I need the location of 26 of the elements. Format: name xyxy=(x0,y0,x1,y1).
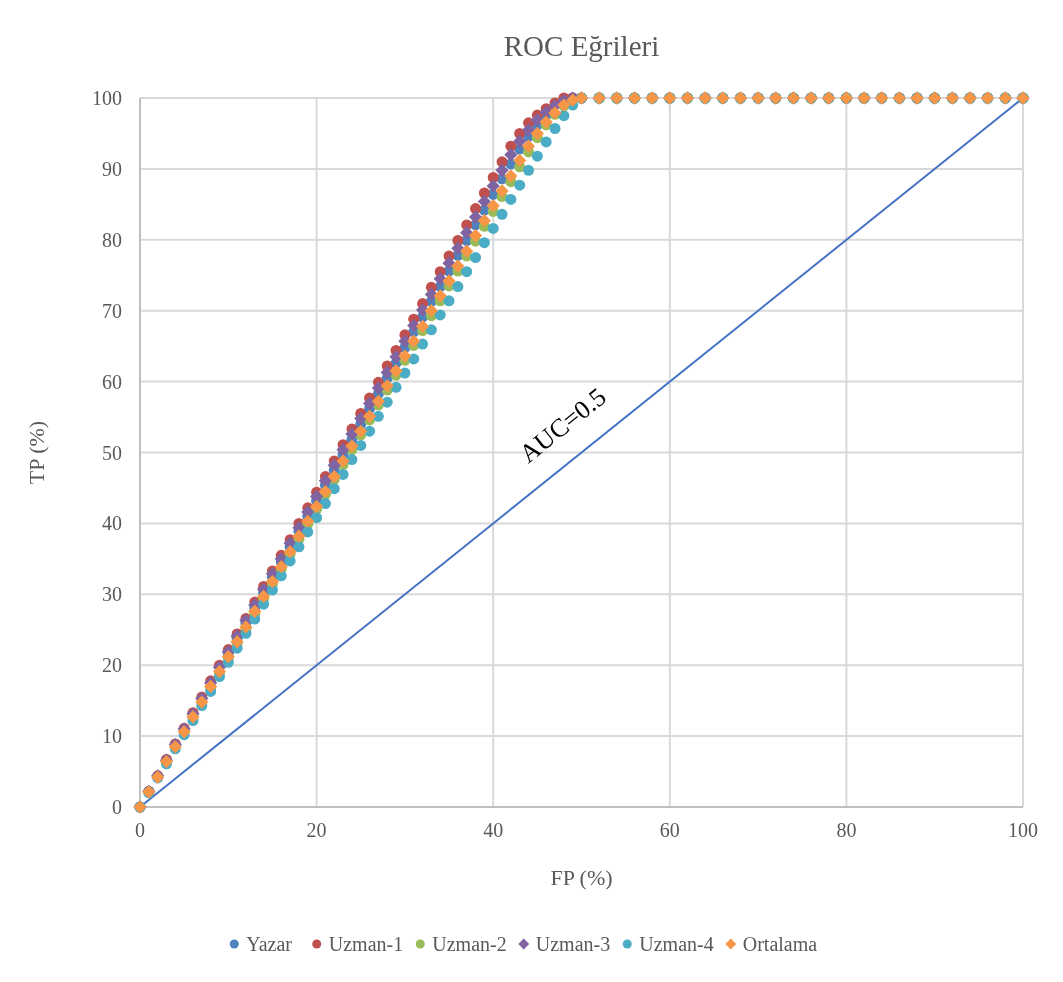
y-tick-label: 50 xyxy=(102,441,122,464)
y-tick-label: 30 xyxy=(102,583,122,606)
legend-label: Uzman-4 xyxy=(639,933,714,955)
y-tick-label: 90 xyxy=(102,157,122,180)
x-tick-label: 20 xyxy=(306,819,327,841)
y-tick-label: 40 xyxy=(102,512,122,535)
y-tick-label: 0 xyxy=(112,796,122,818)
y-tick-label: 20 xyxy=(102,654,122,677)
y-tick-label: 100 xyxy=(92,87,122,109)
legend-label: Uzman-1 xyxy=(328,933,404,955)
legend-label: Uzman-2 xyxy=(432,933,507,955)
x-tick-label: 100 xyxy=(1008,819,1038,841)
legend-label: Uzman-3 xyxy=(535,933,611,955)
legend-label: Ortalama xyxy=(742,933,818,955)
x-tick-label: 80 xyxy=(836,819,857,841)
y-tick-label: 70 xyxy=(102,299,122,322)
legend-label: Yazar xyxy=(246,933,293,955)
x-tick-label: 60 xyxy=(659,819,680,841)
y-tick-label: 10 xyxy=(102,725,122,748)
x-axis-title: FP (%) xyxy=(550,865,613,890)
y-axis-title: TP (%) xyxy=(24,420,49,485)
y-tick-label: 60 xyxy=(102,370,122,393)
chart-title: ROC Eğrileri xyxy=(503,30,660,62)
y-tick-label: 80 xyxy=(102,228,122,251)
x-tick-label: 0 xyxy=(135,819,145,841)
x-tick-label: 40 xyxy=(483,819,504,841)
